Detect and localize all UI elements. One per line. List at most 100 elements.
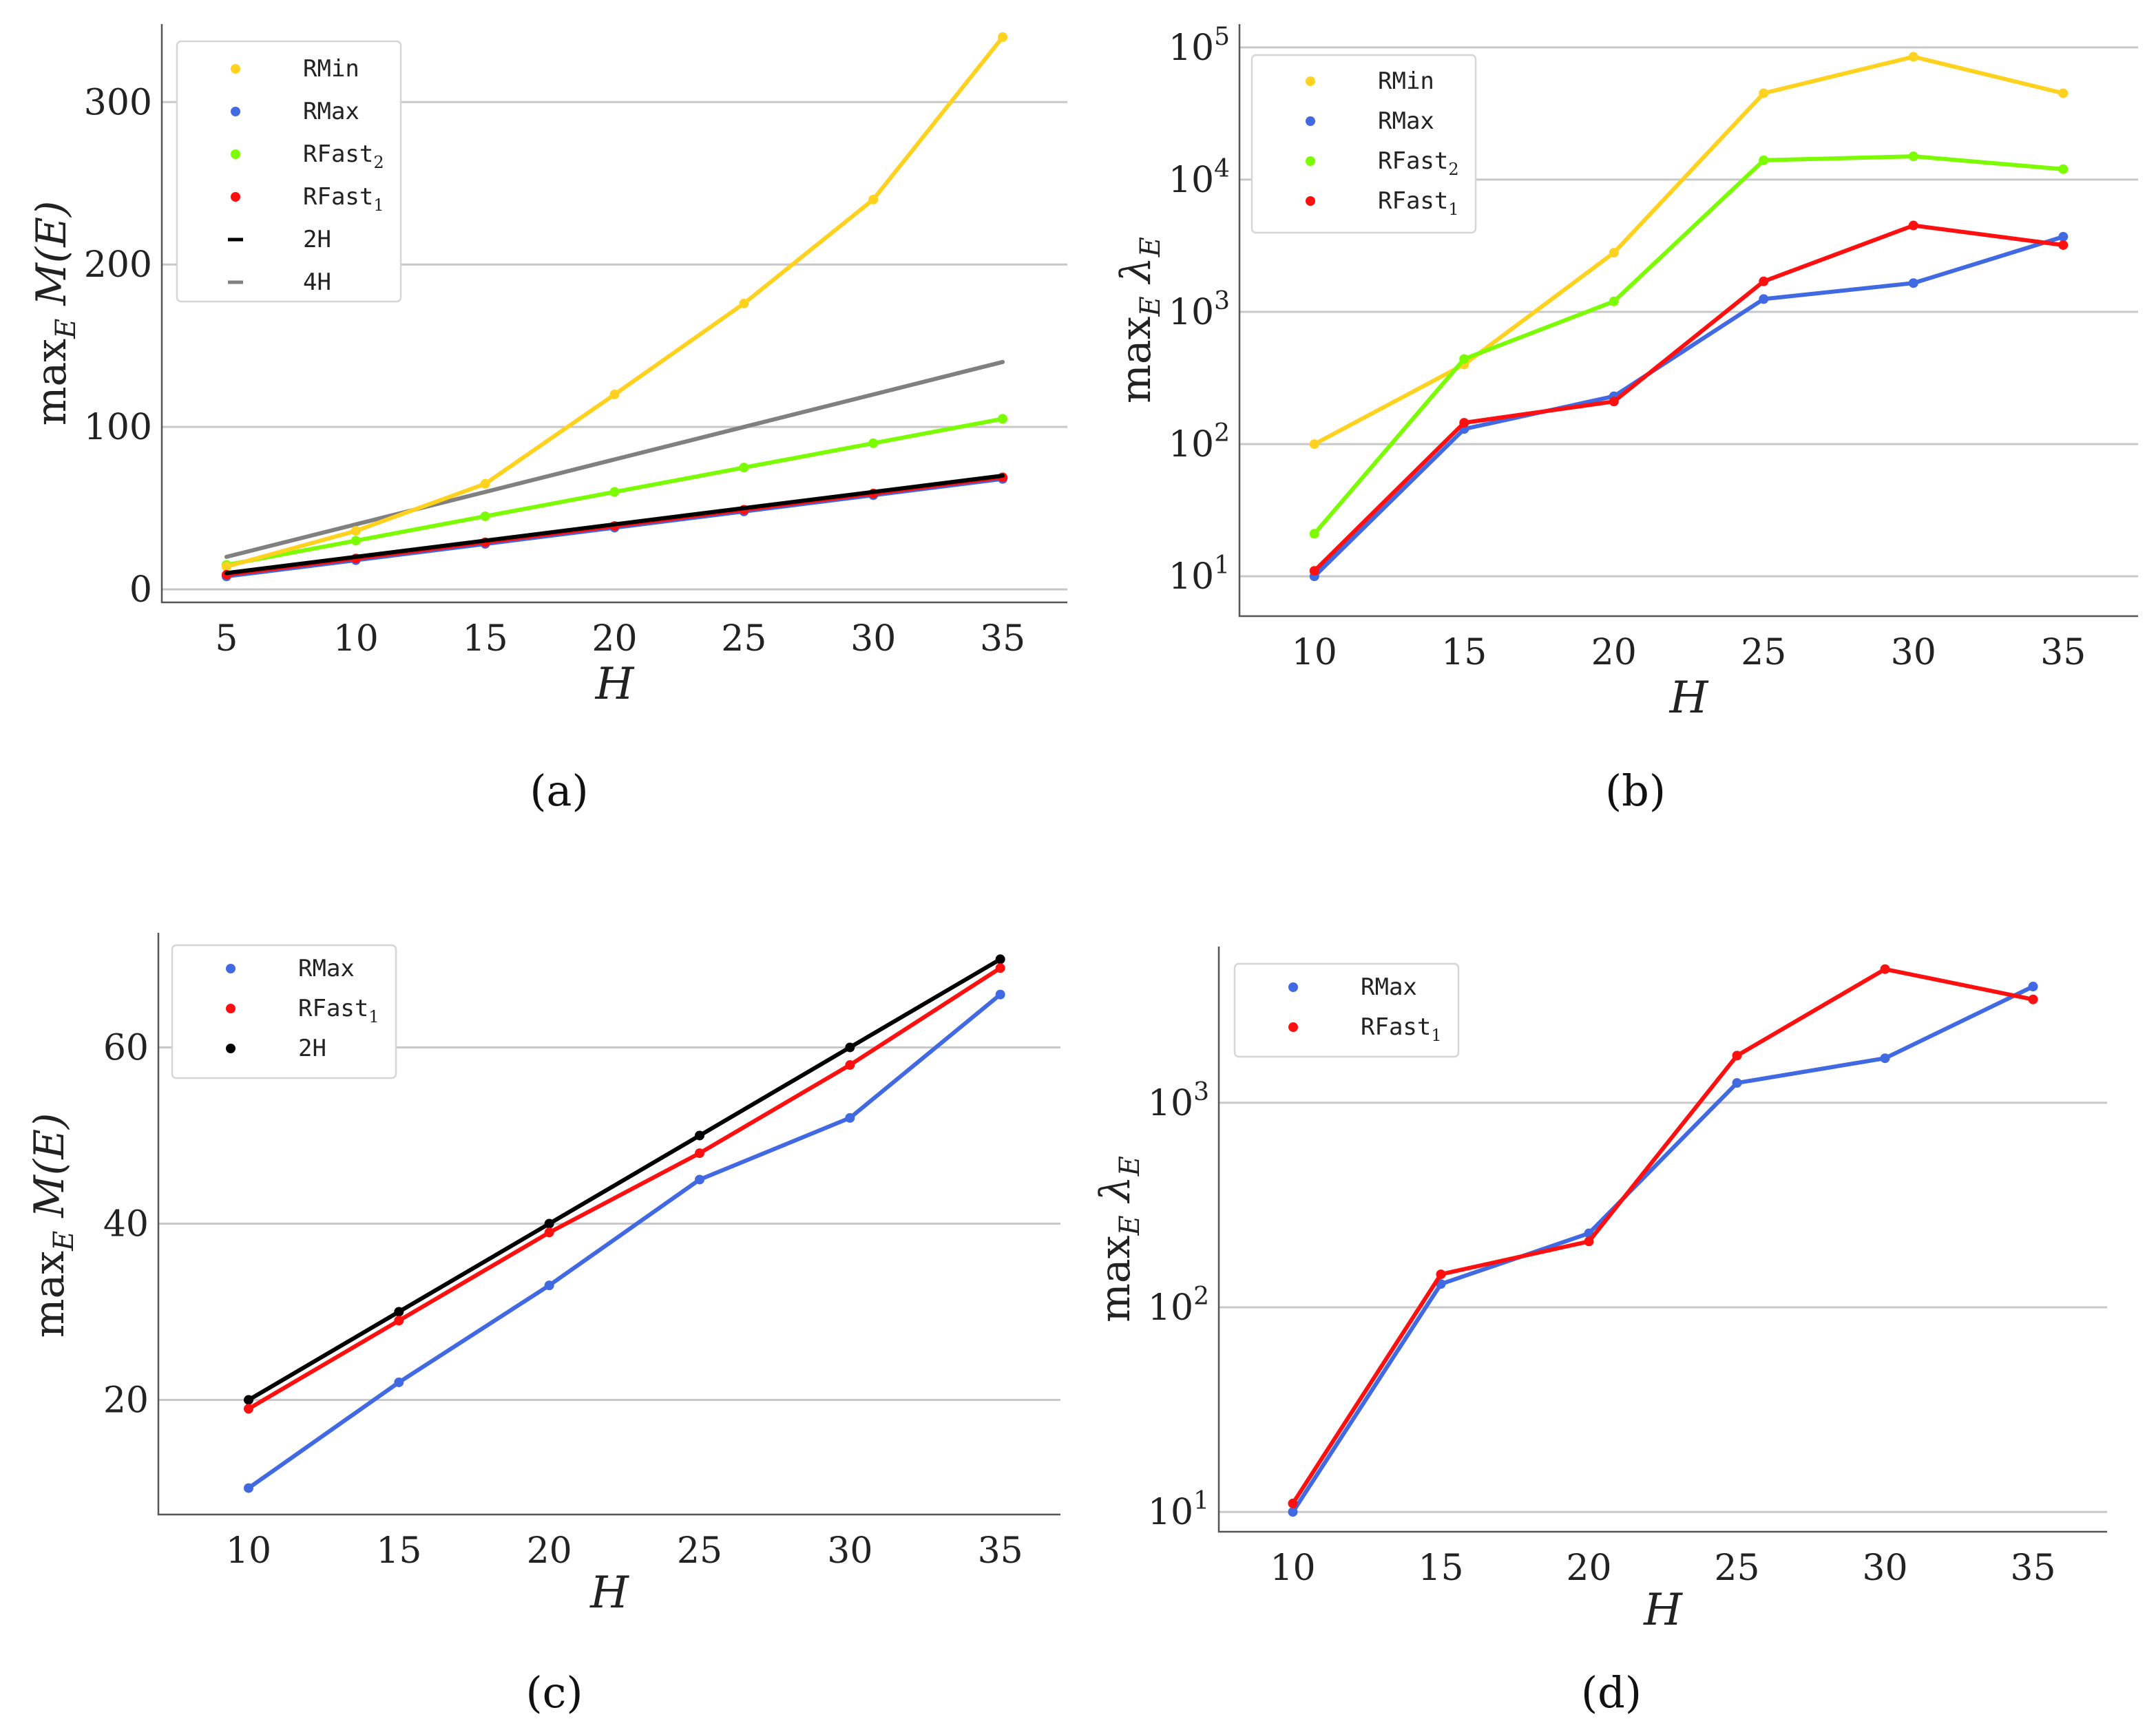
x-tick-label: 30 <box>827 1530 872 1572</box>
x-tick-label: 15 <box>463 618 508 660</box>
data-point-RFast2 <box>1309 529 1319 539</box>
x-tick-label: 30 <box>1891 632 1936 673</box>
x-axis-label: H <box>589 1568 629 1618</box>
data-point-RFast1 <box>1288 1498 1298 1508</box>
legend-marker-RMin <box>1306 76 1315 86</box>
data-point-RFast1 <box>244 1404 253 1414</box>
data-point-RFast2 <box>480 511 490 521</box>
data-point-RMin <box>868 194 879 204</box>
series-line-2H <box>224 474 1005 576</box>
y-label-sub2: E <box>1135 237 1166 257</box>
x-tick-label: 35 <box>2010 1548 2055 1589</box>
x-tick-label: 30 <box>1862 1548 1907 1589</box>
legend-label-base: RFast <box>1378 147 1448 175</box>
data-point-RMax <box>1732 1078 1742 1088</box>
data-point-RFast1 <box>1309 566 1319 576</box>
legend-label-RFast2: RFast2 <box>303 140 384 172</box>
legend-marker-RFast1 <box>226 1004 236 1013</box>
legend-label-base: RFast <box>1378 187 1448 215</box>
data-point-RMax <box>1880 1053 1890 1064</box>
legend-label-RMax: RMax <box>1378 107 1434 135</box>
legend-label-sub: 1 <box>373 196 384 215</box>
x-tick-label: 5 <box>215 618 238 660</box>
y-tick-exponent: 3 <box>1193 1078 1209 1106</box>
legend-label-base: RMin <box>303 55 359 83</box>
data-point-RFast1 <box>2058 240 2069 250</box>
data-point-RFast1 <box>1880 964 1890 974</box>
y-label-main: max <box>1091 1235 1140 1322</box>
legend-marker-RMax <box>226 964 236 973</box>
y-tick-exponent: 2 <box>1214 419 1230 447</box>
series-line-RFast1 <box>1312 223 2066 573</box>
legend-marker-RFast2 <box>231 149 240 159</box>
x-tick-label: 25 <box>1741 632 1786 673</box>
series-line-RMax <box>1290 984 2035 1515</box>
y-tick-exponent: 1 <box>1193 1487 1209 1515</box>
data-point-RMin <box>1908 52 1918 62</box>
y-tick-label: 20 <box>103 1380 149 1422</box>
y-tick-base: 10 <box>1148 1287 1193 1329</box>
panel-caption: (d) <box>1581 1667 1642 1718</box>
y-tick-exponent: 4 <box>1214 155 1230 183</box>
data-point-RFast1 <box>2028 994 2038 1004</box>
y-tick-base: 10 <box>1169 556 1214 598</box>
axes-spine <box>160 24 1067 604</box>
y-label-rest: M(E) <box>25 1113 74 1231</box>
legend-marker-RFast2 <box>1306 156 1315 166</box>
data-point-RMin <box>739 298 749 308</box>
data-point-RMin <box>2058 88 2069 98</box>
legend-label-base: RMax <box>1378 107 1434 135</box>
legend-label-RFast2: RFast2 <box>1378 147 1459 179</box>
legend-marker-RMax <box>231 107 240 116</box>
x-tick-label: 30 <box>850 618 896 660</box>
x-tick-label: 15 <box>1418 1548 1463 1589</box>
axes-spine <box>1217 947 2107 1533</box>
x-tick-label: 20 <box>1591 632 1637 673</box>
panel-caption: (a) <box>530 766 588 816</box>
y-axis-label: maxE λE <box>1091 1156 1146 1322</box>
data-point-RFast1 <box>1732 1051 1742 1061</box>
y-tick-exponent: 3 <box>1214 287 1230 315</box>
y-label-sub: E <box>50 319 82 339</box>
series-line-RMax <box>1312 234 2066 579</box>
legend-label-base: 2H <box>298 1035 326 1062</box>
data-point-RFast2 <box>2058 164 2069 174</box>
x-tick-label: 10 <box>333 618 379 660</box>
series-line-RMin <box>1312 54 2066 447</box>
y-tick-exponent: 5 <box>1214 23 1230 51</box>
y-label-rest: M(E) <box>28 201 76 319</box>
legend-label-4H: 4H <box>303 268 331 296</box>
y-label-rest: λ <box>1112 257 1160 296</box>
legend-label-2H: 2H <box>303 226 331 253</box>
y-tick-base: 10 <box>1148 1492 1193 1533</box>
data-point-RMin <box>350 526 361 536</box>
axes-spine <box>1238 24 2138 618</box>
legend-marker-2H <box>226 1044 236 1053</box>
panel-caption: (b) <box>1605 766 1666 816</box>
legend-label-base: RMax <box>303 98 359 125</box>
y-label-sub: E <box>1114 1215 1146 1236</box>
legend-label-RFast1: RFast1 <box>303 183 384 215</box>
data-point-RMax <box>2058 231 2069 242</box>
series-line-RMax <box>247 992 1003 1490</box>
y-tick-exponent: 2 <box>1193 1283 1209 1311</box>
data-point-2H <box>244 1395 253 1405</box>
legend-marker-RMax <box>1306 116 1315 126</box>
legend-label-base: RFast <box>303 183 373 211</box>
axes-spine <box>157 933 1060 1516</box>
data-point-RMax <box>995 989 1005 1000</box>
y-label-main: max <box>25 1251 74 1338</box>
legend-label-RFast1: RFast1 <box>1378 187 1459 219</box>
x-tick-label: 25 <box>721 618 766 660</box>
y-label-sub2: E <box>1114 1156 1146 1177</box>
y-tick-label: 103 <box>1169 287 1230 333</box>
data-point-RFast1 <box>995 963 1005 973</box>
legend-label-RFast1: RFast1 <box>298 995 379 1026</box>
y-tick-exponent: 1 <box>1214 551 1230 580</box>
data-point-2H <box>394 1307 404 1317</box>
data-point-2H <box>845 1042 855 1053</box>
data-point-RMin <box>609 389 620 399</box>
